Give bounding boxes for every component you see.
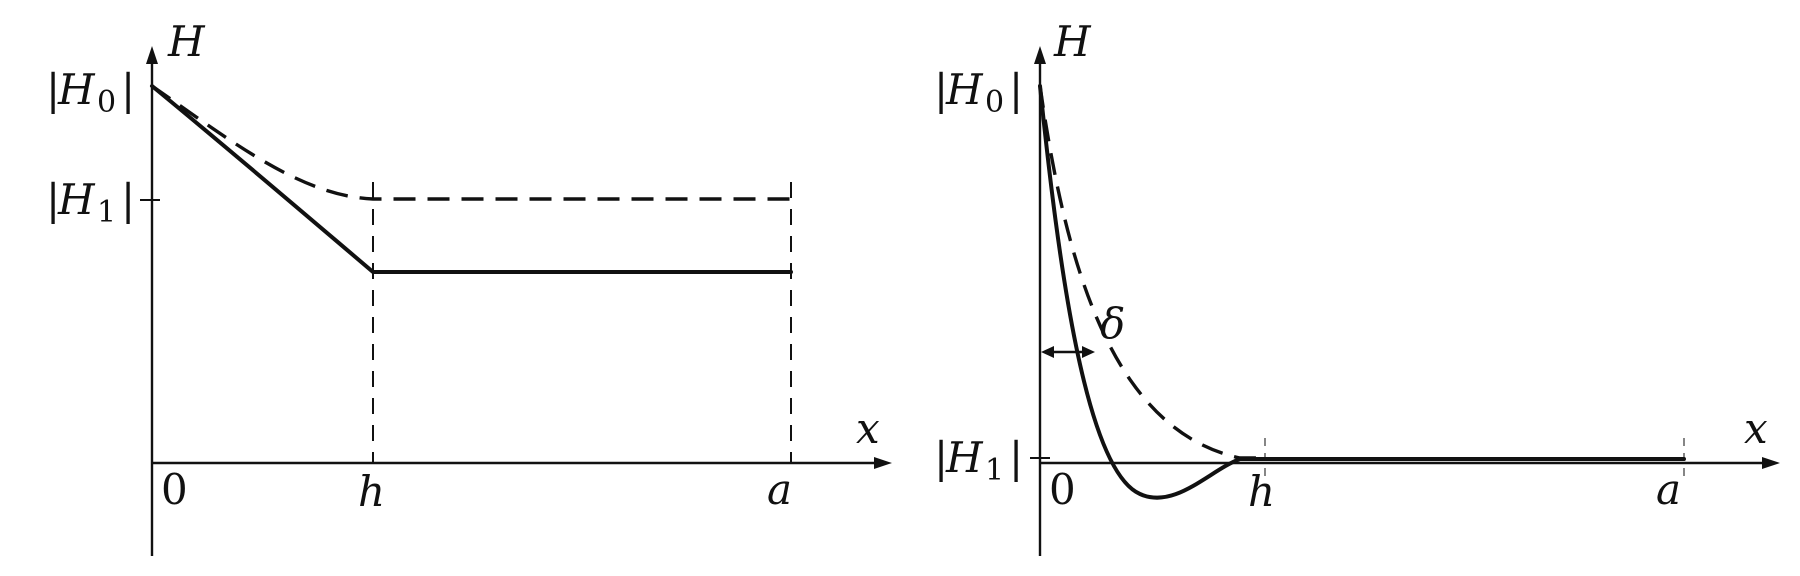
left-y-axis-label: H xyxy=(167,17,206,66)
left-h0-label: | H 0 | xyxy=(46,65,135,120)
right-h0-bar-right: | xyxy=(1009,65,1023,114)
right-x-axis-label: x xyxy=(1744,404,1768,453)
right-a-label: a xyxy=(1656,465,1681,514)
left-x-axis-label: x xyxy=(856,404,880,453)
left-h1-bar-left: | xyxy=(46,175,60,224)
left-origin-label: 0 xyxy=(161,465,188,514)
right-delta-arrowhead-right xyxy=(1082,346,1095,358)
right-h1-bar-left: | xyxy=(934,433,948,482)
right-x-arrowhead xyxy=(1762,457,1780,469)
left-h0-bar-left: | xyxy=(46,65,60,114)
right-h1-sub: 1 xyxy=(985,453,1004,488)
right-h1-label: | H 1 | xyxy=(934,433,1023,488)
right-solid-curve xyxy=(1038,84,1686,500)
left-h0-bar-right: | xyxy=(121,65,135,114)
left-h1-label: | H 1 | xyxy=(46,175,135,230)
right-y-axis-label: H xyxy=(1053,17,1092,66)
right-delta-label: δ xyxy=(1100,299,1125,348)
right-h0-bar-left: | xyxy=(934,65,948,114)
right-h-label: h xyxy=(1248,467,1275,516)
left-dashed-curve xyxy=(151,84,791,201)
left-h1-base: H xyxy=(57,175,96,224)
left-a-label: a xyxy=(767,465,792,514)
left-panel: H x | H 0 | | H 1 | 0 h a xyxy=(46,17,892,556)
right-delta-arrowhead-left xyxy=(1041,346,1054,358)
right-h0-sub: 0 xyxy=(985,85,1004,120)
left-y-arrowhead xyxy=(146,46,158,64)
right-origin-label: 0 xyxy=(1049,465,1076,514)
left-solid-curve xyxy=(150,84,793,274)
right-h1-bar-right: | xyxy=(1009,433,1023,482)
right-panel: δ H x | H 0 | | H 1 | 0 h a xyxy=(934,17,1780,556)
left-x-arrowhead xyxy=(874,457,892,469)
right-dashed-curve xyxy=(1038,85,1265,460)
left-h1-sub: 1 xyxy=(97,195,116,230)
right-h1-base: H xyxy=(945,433,984,482)
right-y-arrowhead xyxy=(1034,46,1046,64)
left-h0-sub: 0 xyxy=(97,85,116,120)
left-h0-base: H xyxy=(57,65,96,114)
right-h0-label: | H 0 | xyxy=(934,65,1023,120)
left-h1-bar-right: | xyxy=(121,175,135,224)
left-h-label: h xyxy=(358,467,385,516)
right-h0-base: H xyxy=(945,65,984,114)
